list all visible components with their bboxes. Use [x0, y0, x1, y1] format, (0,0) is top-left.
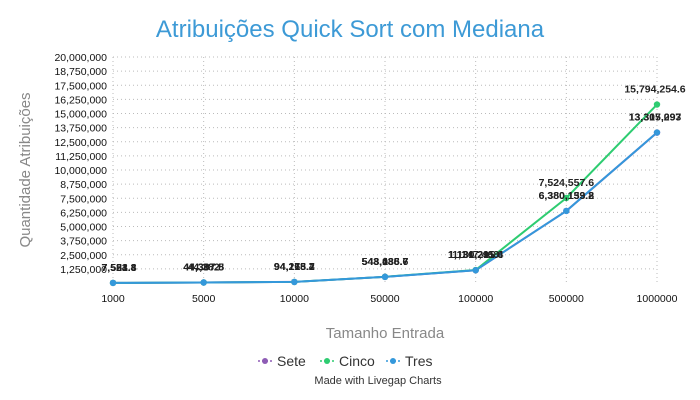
y-tick-label: 20,000,000	[54, 52, 107, 64]
y-tick-label: 11,250,000	[55, 151, 107, 163]
legend-item-sete[interactable]: Sete	[258, 353, 306, 369]
data-label-tres: 13,315,093	[629, 112, 682, 124]
legend[interactable]: Sete Cinco Tres	[258, 353, 432, 369]
x-tick-label: 5000	[192, 293, 216, 305]
x-axis-ticks: 1000 5000 10000 50000 100000 500000 1000000	[101, 293, 677, 305]
data-label-cinco: 44,382	[188, 261, 220, 273]
y-tick-label: 3,750,000	[60, 236, 107, 248]
data-label-tres: 94,178.7	[274, 261, 315, 273]
data-label-tres: 1,131,295.4	[448, 249, 504, 261]
series-lines	[109, 101, 661, 287]
data-label-sete: 6,380,133.8	[539, 190, 595, 202]
data-label-sete: 543,088.7	[362, 256, 409, 268]
y-tick-label: 16,250,000	[54, 94, 107, 106]
legend-label: Sete	[277, 353, 306, 369]
data-labels: 7,554.8 44,307.8 94,165.4 543,088.7 1,130,21…	[101, 84, 685, 274]
legend-label: Tres	[405, 353, 432, 369]
data-label-sete: 94,165.4	[274, 261, 315, 273]
y-axis-ticks: 1,250,000 2,500,000 3,750,000 5,000,000 6,25…	[54, 52, 107, 276]
data-label-sete: 13,307,297	[629, 112, 682, 124]
data-label-cinco: 15,794,254.6	[624, 84, 685, 96]
x-tick-label: 1000	[101, 293, 125, 305]
y-tick-label: 10,000,000	[54, 165, 107, 177]
legend-label: Cinco	[339, 353, 375, 369]
legend-marker	[324, 358, 330, 364]
y-tick-label: 6,250,000	[60, 207, 107, 219]
data-label-cinco: 548,435.7	[362, 256, 409, 268]
y-tick-label: 2,500,000	[60, 250, 107, 262]
data-label-cinco: 7,581.4	[101, 262, 136, 274]
y-tick-label: 8,750,000	[60, 179, 107, 191]
y-tick-label: 13,750,000	[54, 123, 107, 135]
data-label-cinco: 94,213.2	[274, 261, 315, 273]
data-label-sete: 7,554.8	[101, 262, 136, 274]
y-tick-label: 7,500,000	[60, 193, 107, 205]
data-point-tres[interactable]	[109, 279, 117, 287]
legend-marker	[390, 358, 396, 364]
data-label-tres: 7,523.3	[101, 262, 136, 274]
data-label-sete: 1,130,211.6	[448, 249, 503, 261]
data-point-tres[interactable]	[563, 207, 570, 215]
x-tick-label: 10000	[280, 293, 309, 305]
y-tick-label: 5,000,000	[60, 222, 107, 234]
data-point-cinco[interactable]	[653, 101, 661, 108]
y-tick-label: 15,000,000	[54, 109, 107, 121]
data-label-sete: 44,307.8	[183, 261, 224, 273]
chart-title: Atribuições Quick Sort com Mediana	[156, 16, 545, 43]
y-tick-label: 12,500,000	[54, 137, 107, 149]
y-axis-title: Quantidade Atribuições	[17, 92, 34, 247]
credit-text: Made with Livegap Charts	[314, 375, 442, 387]
data-point-tres[interactable]	[291, 278, 298, 286]
legend-item-tres[interactable]: Tres	[386, 353, 432, 369]
data-label-tres: 543,136.6	[362, 256, 409, 268]
y-tick-label: 17,500,000	[54, 80, 107, 92]
data-point-tres[interactable]	[200, 279, 207, 286]
x-tick-label: 1000000	[637, 293, 678, 305]
data-label-cinco: 1,147,468	[452, 249, 499, 261]
y-tick-label: 1,250,000	[60, 264, 107, 276]
grid-lines	[112, 56, 658, 283]
data-point-cinco[interactable]	[563, 194, 570, 202]
x-tick-label: 50000	[370, 293, 399, 305]
data-label-tres: 44,387.5	[183, 261, 224, 273]
y-tick-label: 18,750,000	[54, 66, 107, 78]
data-point-tres[interactable]	[381, 273, 389, 281]
legend-item-cinco[interactable]: Cinco	[320, 353, 375, 369]
x-tick-label: 500000	[549, 293, 584, 305]
data-point-tres[interactable]	[653, 129, 661, 136]
legend-marker	[262, 358, 268, 364]
x-axis-title: Tamanho Entrada	[326, 325, 445, 342]
data-label-cinco: 7,524,557.6	[539, 177, 595, 189]
data-point-tres[interactable]	[472, 267, 479, 274]
x-tick-label: 100000	[458, 293, 493, 305]
data-label-tres: 6,380,159.2	[539, 190, 595, 202]
